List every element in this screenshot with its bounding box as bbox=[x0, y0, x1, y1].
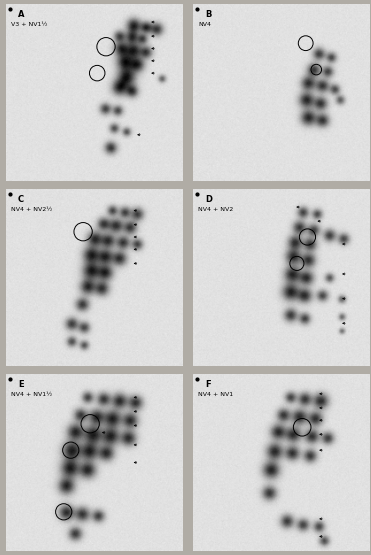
Text: NV4 + NV1½: NV4 + NV1½ bbox=[11, 392, 52, 397]
Text: NV4 + NV1: NV4 + NV1 bbox=[198, 392, 233, 397]
Text: C: C bbox=[18, 195, 24, 204]
Text: V3 + NV1½: V3 + NV1½ bbox=[11, 22, 47, 27]
Text: NV4 + NV2½: NV4 + NV2½ bbox=[11, 207, 52, 212]
Text: A: A bbox=[18, 10, 24, 19]
Text: D: D bbox=[205, 195, 212, 204]
Text: B: B bbox=[205, 10, 211, 19]
Text: F: F bbox=[205, 380, 211, 388]
Text: NV4: NV4 bbox=[198, 22, 211, 27]
Text: NV4 + NV2: NV4 + NV2 bbox=[198, 207, 233, 212]
Text: E: E bbox=[18, 380, 23, 388]
